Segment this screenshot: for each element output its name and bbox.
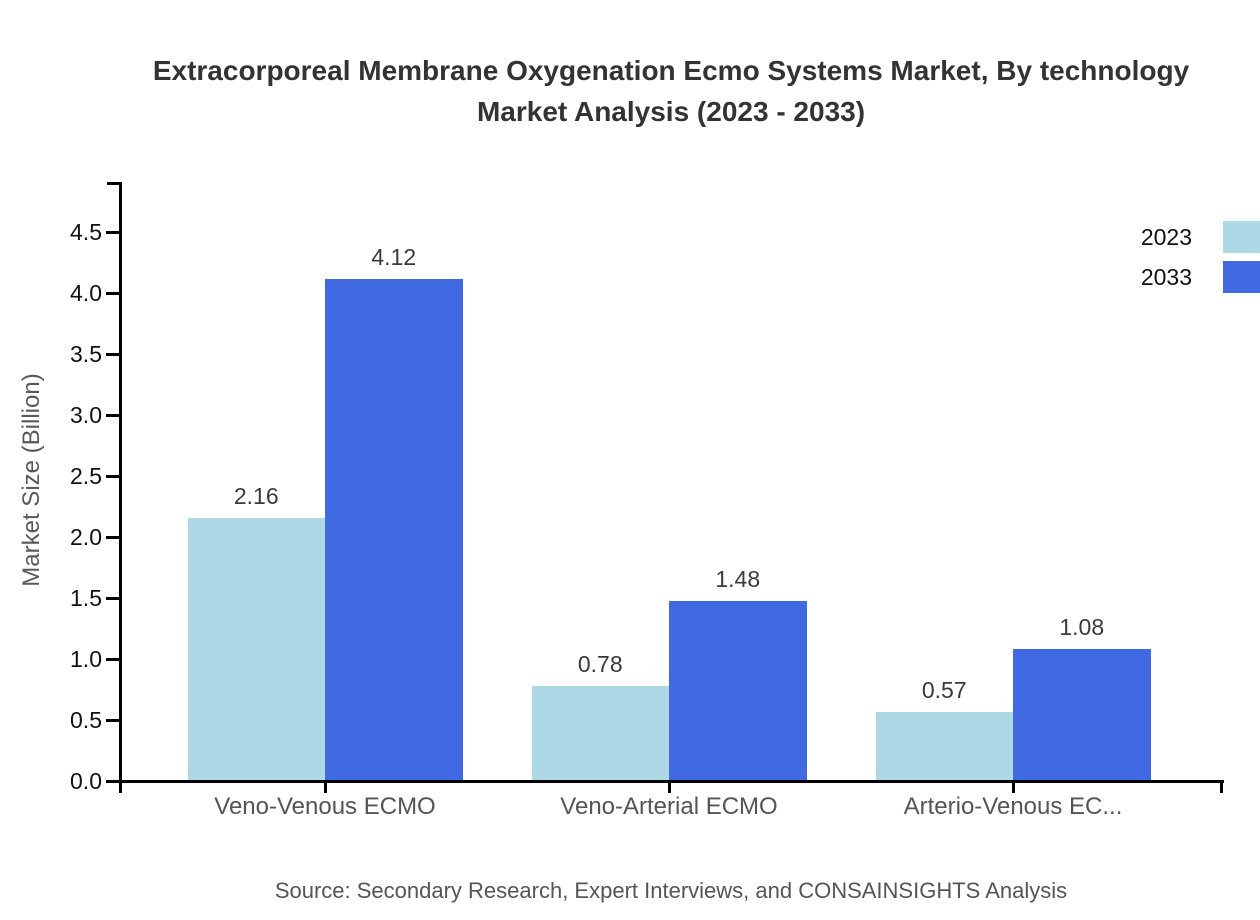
x-axis-end-tick	[1219, 781, 1223, 793]
x-category-label: Arterio-Venous EC...	[903, 793, 1123, 820]
y-tick-label: 3.5	[70, 341, 102, 368]
x-axis-spine	[118, 779, 1224, 783]
bar-2033	[669, 600, 807, 781]
bar-2023	[875, 711, 1013, 781]
y-tick-label: 0.0	[70, 767, 102, 794]
y-axis-tick	[106, 718, 120, 722]
y-axis-tick	[106, 535, 120, 539]
y-axis-tick	[106, 779, 120, 783]
legend-label: 2033	[1140, 263, 1192, 290]
y-tick-label: 4.0	[70, 280, 102, 307]
x-axis-tick	[667, 781, 671, 793]
legend-swatch	[1223, 221, 1260, 253]
legend-label: 2023	[1140, 223, 1192, 250]
chart-title-line2: Market Analysis (2023 - 2033)	[476, 96, 866, 127]
y-tick-label: 3.0	[70, 402, 102, 429]
source-note: Source: Secondary Research, Expert Inter…	[274, 878, 1068, 903]
bar-2033	[325, 279, 463, 781]
y-axis-end-tick	[107, 182, 120, 185]
y-tick-label: 2.0	[70, 523, 102, 550]
bar-value-label: 4.12	[371, 244, 417, 271]
y-tick-label: 2.5	[70, 463, 102, 490]
bar-value-label: 1.48	[715, 565, 761, 592]
y-tick-label: 0.5	[70, 706, 102, 733]
legend: 2023 2033	[1000, 221, 1260, 301]
y-axis-tick	[106, 596, 120, 600]
y-axis-tick	[106, 657, 120, 661]
bar-value-label: 1.08	[1059, 614, 1105, 641]
y-axis-tick	[106, 353, 120, 357]
y-axis-spine	[118, 182, 122, 793]
chart-title: Extracorporeal Membrane Oxygenation Ecmo…	[0, 50, 1260, 132]
y-axis-tick	[106, 231, 120, 235]
x-axis-tick	[323, 781, 327, 793]
x-axis-tick	[1011, 781, 1015, 793]
y-tick-label: 4.5	[70, 219, 102, 246]
x-category-label: Veno-Venous ECMO	[214, 793, 436, 820]
bar-2033	[1013, 649, 1151, 781]
y-tick-label: 1.5	[70, 584, 102, 611]
legend-swatch	[1223, 261, 1260, 293]
bar-value-label: 0.57	[921, 676, 967, 703]
legend-row: 2033	[1000, 261, 1260, 293]
y-axis-tick	[106, 414, 120, 418]
y-tick-label: 1.0	[70, 645, 102, 672]
y-axis-tick	[106, 292, 120, 296]
chart-title-line1: Extracorporeal Membrane Oxygenation Ecmo…	[152, 55, 1190, 86]
bar-2023	[531, 686, 669, 781]
bar-value-label: 2.16	[233, 482, 279, 509]
y-axis-tick	[106, 475, 120, 479]
legend-row: 2023	[1000, 221, 1260, 253]
bar-2023	[187, 517, 325, 781]
x-category-label: Veno-Arterial ECMO	[560, 793, 778, 820]
bar-value-label: 0.78	[577, 651, 623, 677]
